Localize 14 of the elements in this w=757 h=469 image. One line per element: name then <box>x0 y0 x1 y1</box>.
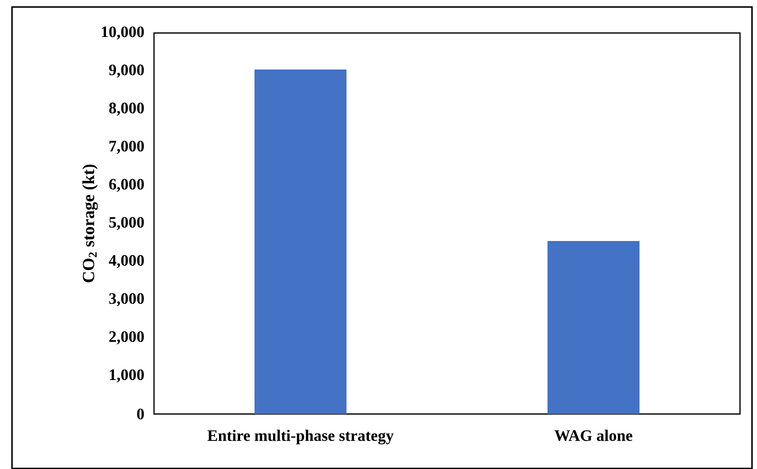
x-tick-label: Entire multi-phase strategy <box>208 430 394 444</box>
y-tick-label: 2,000 <box>109 331 144 344</box>
y-tick-label: 6,000 <box>109 178 144 192</box>
y-tick-label: 8,000 <box>109 102 144 116</box>
y-tick-label: 7,000 <box>110 140 144 154</box>
x-tick-label: WAG alone <box>554 430 632 442</box>
y-tick-label: 5,000 <box>109 216 144 230</box>
y-tick-label: 4,000 <box>108 255 144 268</box>
y-tick-label: 3,000 <box>109 293 144 306</box>
y-tick-label: 0 <box>137 408 144 420</box>
y-tick-label: 1,000 <box>110 369 144 382</box>
y-axis-title: CO$_{2}$ storage (kt) <box>82 164 98 282</box>
y-tick-label: 9,000 <box>109 64 144 78</box>
y-tick-label: 10,000 <box>102 26 144 40</box>
